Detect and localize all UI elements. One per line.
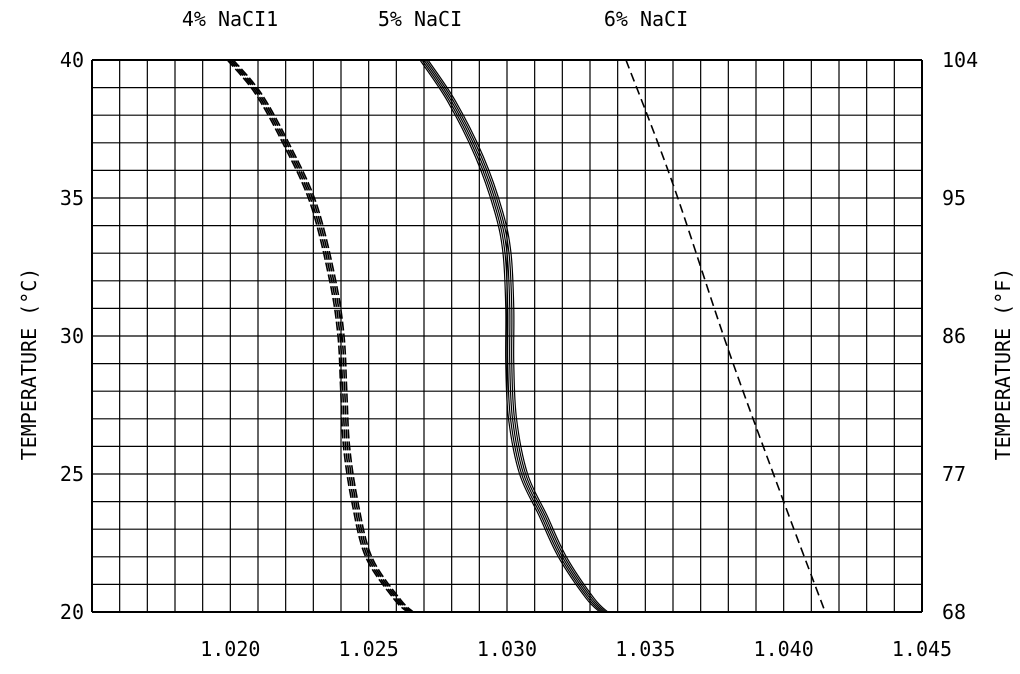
series-2-stroke	[421, 59, 603, 613]
series-label-6pct: 6% NaCI	[604, 7, 688, 31]
series-2-line	[419, 59, 609, 613]
series-2-stroke	[423, 59, 605, 613]
series-2-stroke	[427, 59, 609, 613]
y-right-tick-label: 95	[942, 186, 966, 210]
y-axis-label-right: TEMPERATURE (°F)	[991, 268, 1015, 461]
x-tick-label: 1.045	[892, 637, 952, 661]
series-3-stroke	[625, 59, 826, 613]
y-axis-label-left: TEMPERATURE (°C)	[17, 268, 41, 461]
y-left-tick-label: 40	[60, 48, 84, 72]
x-tick-label: 1.020	[200, 637, 260, 661]
x-tick-label: 1.035	[615, 637, 675, 661]
series-label-5pct: 5% NaCI	[378, 7, 462, 31]
x-tick-label: 1.040	[754, 637, 814, 661]
series-1-stroke	[226, 59, 408, 613]
y-left-tick-label: 25	[60, 462, 84, 486]
y-right-tick-label: 68	[942, 600, 966, 624]
y-right-tick-label: 104	[942, 48, 978, 72]
x-tick-label: 1.025	[339, 637, 399, 661]
series-label-4pct: 4% NaCI1	[182, 7, 278, 31]
grid	[91, 59, 923, 613]
series-2-stroke	[419, 59, 601, 613]
y-left-tick-label: 35	[60, 186, 84, 210]
y-left-tick-label: 30	[60, 324, 84, 348]
labels: 4% NaCI1 5% NaCI 6% NaCI TEMPERATURE (°C…	[17, 7, 1015, 460]
series-3-line	[625, 59, 826, 613]
series-1-stroke	[232, 59, 414, 613]
y-right-tick-label: 77	[942, 462, 966, 486]
series-2-stroke	[425, 59, 607, 613]
series-1-line	[226, 59, 414, 613]
tick-labels: 1.020 1.025 1.030 1.035 1.040 1.045 20 25 30 35 40…	[60, 48, 978, 661]
series-1-stroke	[230, 59, 412, 613]
y-left-tick-label: 20	[60, 600, 84, 624]
y-right-tick-label: 86	[942, 324, 966, 348]
series-1-stroke	[228, 59, 410, 613]
series-group	[226, 59, 826, 613]
x-tick-label: 1.030	[477, 637, 537, 661]
